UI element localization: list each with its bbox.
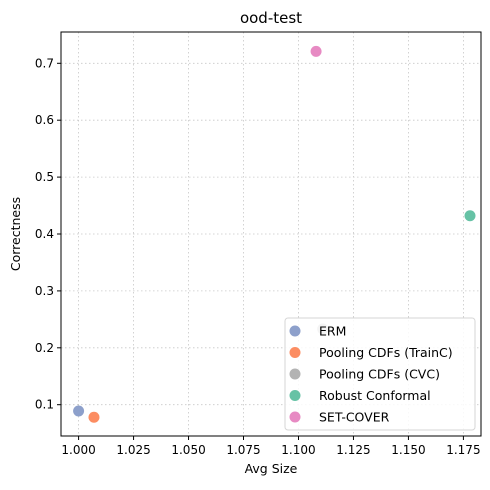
legend-marker xyxy=(289,325,301,337)
legend-label: SET-COVER xyxy=(319,410,390,425)
y-axis-ticks: 0.1 0.2 0.3 0.4 0.5 0.6 0.7 xyxy=(35,56,61,412)
legend-frame xyxy=(284,317,476,431)
y-tick-label: 0.3 xyxy=(35,284,54,298)
x-tick-label: 1.125 xyxy=(336,443,370,457)
x-axis-ticks: 1.000 1.025 1.050 1.075 1.100 1.125 1.150 1.175 xyxy=(61,436,481,457)
legend-marker xyxy=(289,368,301,380)
legend-marker xyxy=(289,347,301,358)
legend: ERM Pooling CDFs (TrainC) Pooling CDFs (CV… xyxy=(284,317,476,431)
y-tick-label: 0.6 xyxy=(35,113,54,127)
y-tick-label: 0.7 xyxy=(35,56,54,70)
x-tick-label: 1.150 xyxy=(391,443,425,457)
x-tick-label: 1.100 xyxy=(281,443,315,457)
data-point xyxy=(88,411,100,423)
data-point xyxy=(464,210,476,222)
y-tick-label: 0.4 xyxy=(35,227,54,241)
legend-label: Robust Conformal xyxy=(319,388,431,403)
data-point xyxy=(73,405,85,417)
y-tick-label: 0.1 xyxy=(35,398,54,412)
x-tick-label: 1.175 xyxy=(446,443,480,457)
legend-label: Pooling CDFs (CVC) xyxy=(319,367,440,382)
legend-marker xyxy=(289,390,301,401)
x-tick-label: 1.025 xyxy=(116,443,150,457)
y-tick-label: 0.5 xyxy=(35,170,54,184)
y-axis-label: Correctness xyxy=(8,197,23,271)
legend-marker xyxy=(289,411,301,423)
y-tick-label: 0.2 xyxy=(35,341,54,355)
x-tick-label: 1.000 xyxy=(61,443,95,457)
legend-label: Pooling CDFs (TrainC) xyxy=(319,345,453,360)
x-tick-label: 1.075 xyxy=(226,443,260,457)
chart-title: ood-test xyxy=(240,9,302,27)
x-axis-label: Avg Size xyxy=(245,461,298,476)
x-tick-label: 1.050 xyxy=(171,443,205,457)
legend-label: ERM xyxy=(319,324,346,339)
data-point xyxy=(310,45,322,57)
